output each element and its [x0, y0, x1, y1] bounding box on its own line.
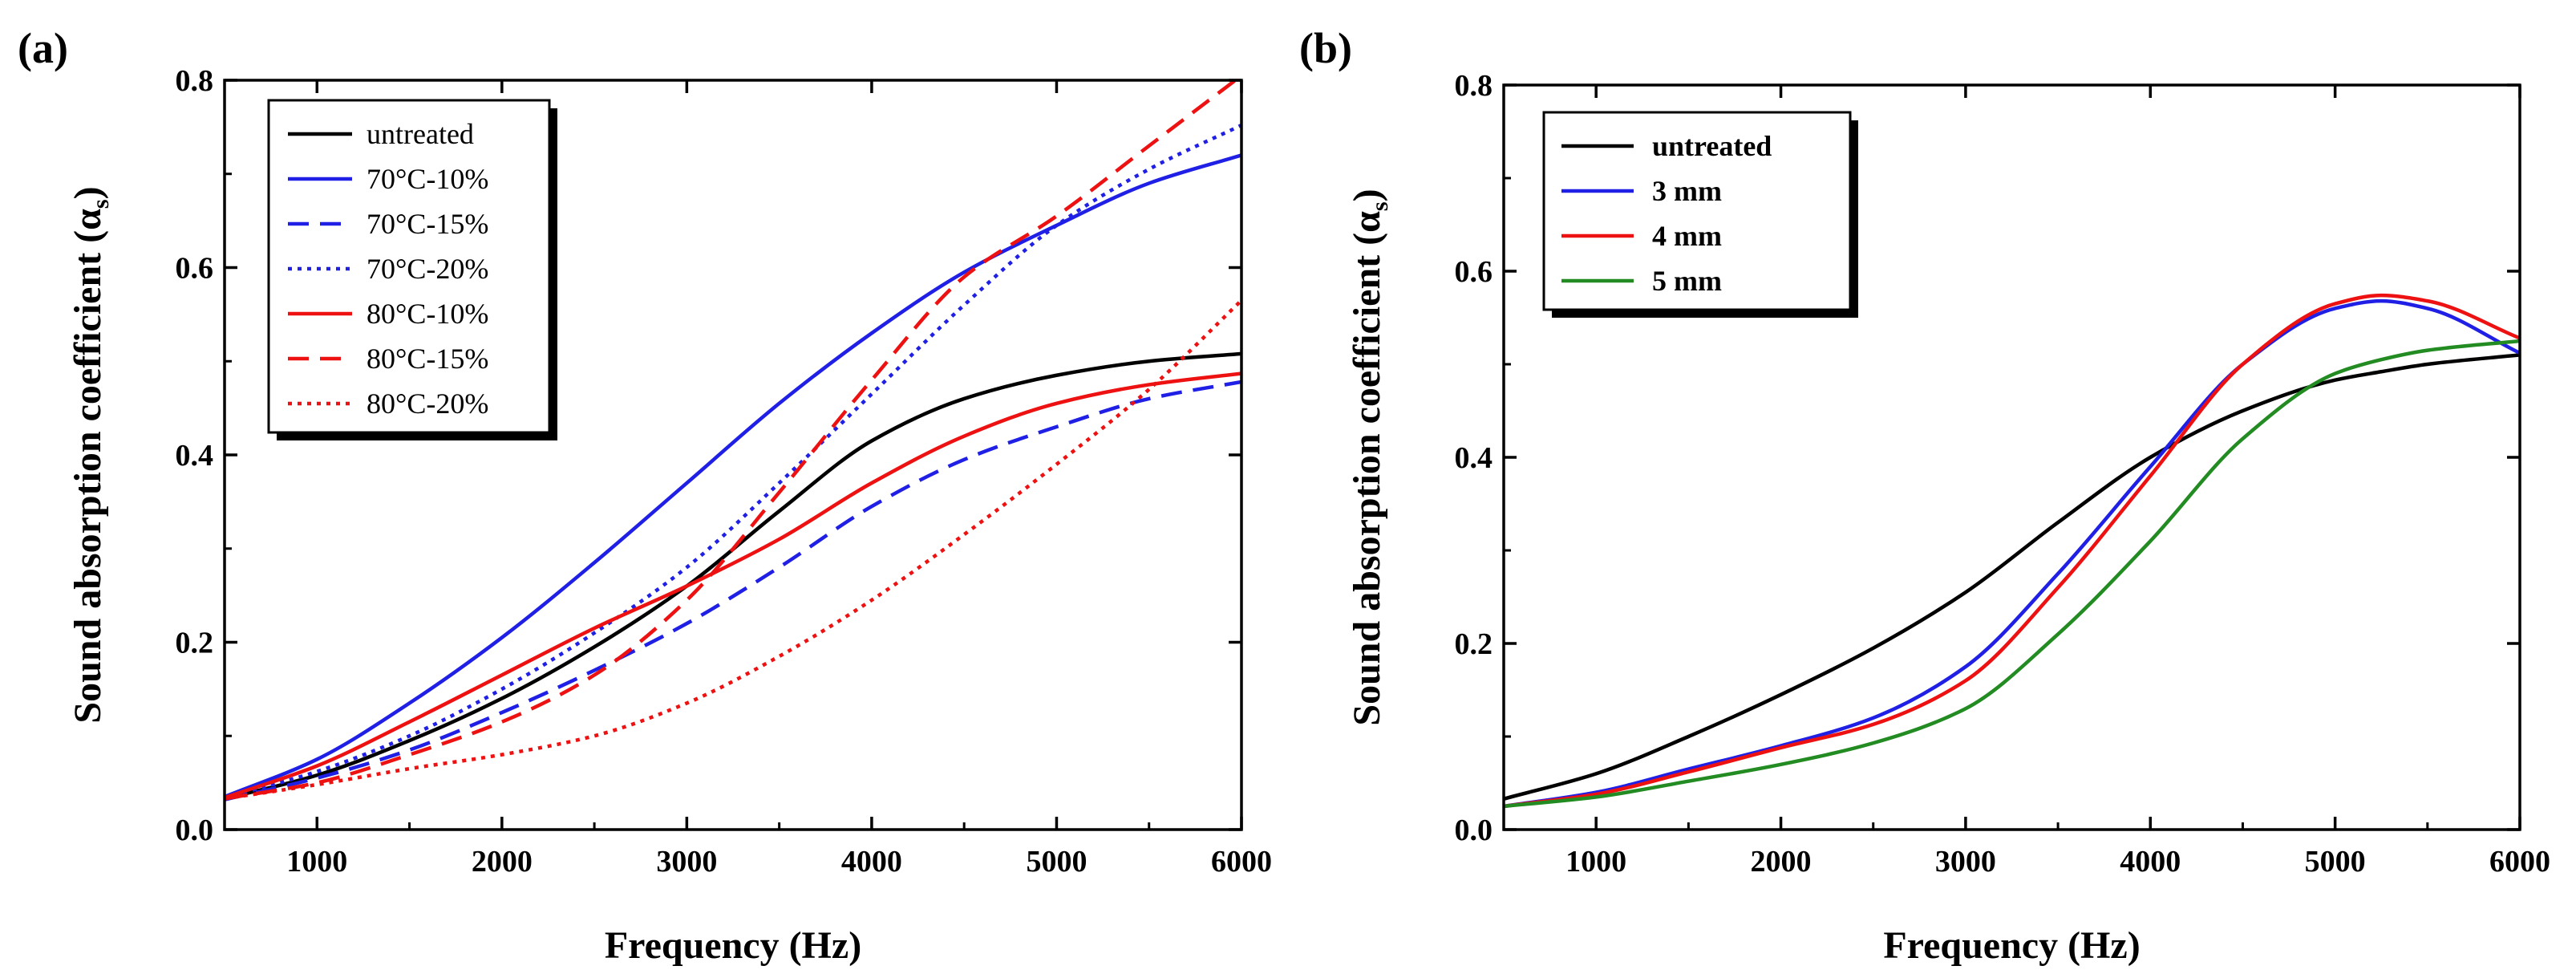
y-tick-label: 0.4: [176, 439, 214, 473]
legend-label: 70°C-10%: [367, 163, 488, 195]
legend-label: 80°C-15%: [367, 343, 488, 375]
series-line: [225, 124, 1241, 800]
legend-label: 4 mm: [1652, 220, 1722, 252]
legend: untreated 3 mm 4 mm 5 mm: [1542, 111, 1858, 318]
x-tick-label: 4000: [841, 845, 902, 879]
y-tick-label: 0.2: [176, 627, 214, 660]
x-tick-label: 2000: [472, 845, 533, 879]
legend-label: 70°C-20%: [367, 253, 488, 285]
panel-label: (b): [1299, 24, 1352, 72]
legend: untreated 70°C-10% 70°C-15% 70°C-20% 80°C-10…: [267, 99, 557, 440]
series-line: [225, 379, 1241, 802]
series-line: [225, 80, 1239, 801]
series-line: [1504, 293, 2520, 809]
x-tick-label: 1000: [286, 845, 347, 879]
y-axis-title-close: ): [1346, 189, 1388, 201]
y-axis-title-subscript: s: [1367, 201, 1393, 211]
series-line: [225, 371, 1241, 800]
y-axis-title: Sound absorption coefficient (αs): [67, 186, 114, 723]
x-tick-label: 6000: [2489, 845, 2550, 879]
x-tick-label: 6000: [1211, 845, 1272, 879]
legend-label: 70°C-15%: [367, 208, 488, 240]
chart-panel-a: (a) 1000 2000 3000 4000 5000 6000 0.0 0.2 0.4 0.6 0…: [18, 24, 1272, 967]
y-tick-label: 0.8: [176, 64, 214, 98]
series-group: [225, 80, 1241, 802]
series-line: [225, 351, 1241, 801]
legend-label: 5 mm: [1652, 265, 1722, 297]
y-tick-label: 0.8: [1455, 69, 1493, 103]
legend-box: [267, 99, 551, 434]
y-tick-label: 0.0: [176, 814, 214, 847]
x-tick-label: 5000: [2305, 845, 2366, 879]
series-group: [1504, 293, 2520, 809]
y-tick-label: 0.6: [1455, 255, 1493, 289]
y-axis-title: Sound absorption coefficient (αs): [1346, 189, 1393, 725]
x-tick-label: 2000: [1751, 845, 1812, 879]
series-line: [225, 298, 1241, 801]
legend-label: 3 mm: [1652, 175, 1722, 207]
legend-label: untreated: [367, 118, 474, 150]
x-tick-label: 3000: [1935, 845, 1996, 879]
series-line: [225, 153, 1241, 799]
legend-label: untreated: [1652, 130, 1772, 162]
y-axis-title-main: Sound absorption coefficient (α: [1346, 211, 1388, 726]
panel-label: (a): [18, 24, 68, 72]
legend-label: 80°C-10%: [367, 298, 488, 330]
legend-label: 80°C-20%: [367, 388, 488, 420]
y-axis-title-subscript: s: [87, 199, 114, 209]
series-line: [1504, 339, 2520, 809]
x-tick-label: 4000: [2120, 845, 2181, 879]
x-tick-label: 3000: [656, 845, 717, 879]
x-tick-label: 1000: [1565, 845, 1626, 879]
y-axis-title-main: Sound absorption coefficient (α: [67, 209, 109, 724]
y-tick-label: 0.4: [1455, 441, 1493, 475]
y-tick-label: 0.0: [1455, 814, 1493, 847]
chart-panel-b: (b) 1000 2000 3000 4000 5000 6000 0.0 0.2 0.4 0.6 0…: [1299, 24, 2550, 967]
series-line: [1504, 298, 2520, 809]
series-line: [1504, 353, 2520, 801]
x-tick-label: 5000: [1026, 845, 1087, 879]
y-tick-label: 0.6: [176, 252, 214, 286]
x-axis-title: Frequency (Hz): [605, 924, 861, 967]
y-tick-label: 0.2: [1455, 627, 1493, 661]
y-axis-title-close: ): [67, 186, 109, 199]
x-axis-title: Frequency (Hz): [1883, 924, 2140, 967]
